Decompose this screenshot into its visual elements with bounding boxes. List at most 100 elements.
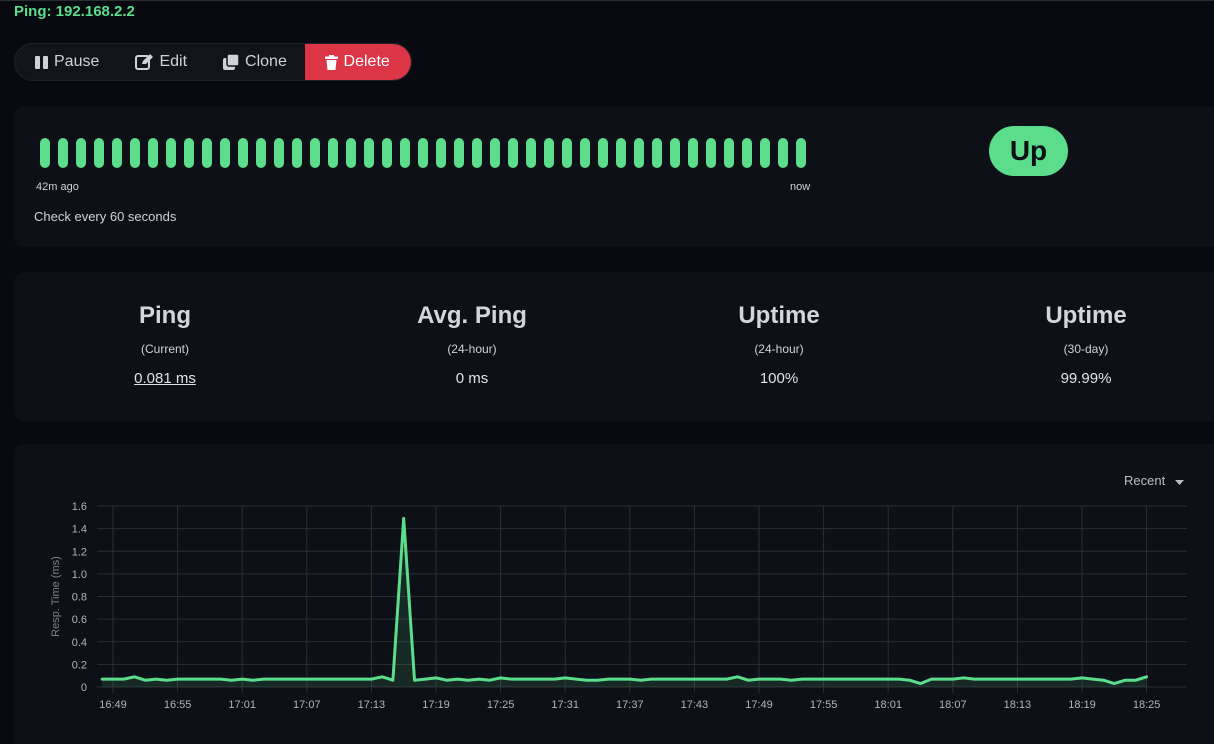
heartbeat-beat[interactable] — [634, 138, 644, 168]
heartbeat-beat[interactable] — [202, 138, 212, 168]
x-tick-label: 18:01 — [874, 699, 902, 711]
stat-value-link[interactable]: 0.081 ms — [134, 370, 196, 387]
stat-uptime-30d: Uptime (30-day) 99.99% — [966, 302, 1206, 387]
clone-button[interactable]: Clone — [205, 44, 304, 80]
heartbeat-beat[interactable] — [544, 138, 554, 168]
heartbeat-beat[interactable] — [220, 138, 230, 168]
series-line — [100, 516, 1149, 686]
heartbeat-beat[interactable] — [490, 138, 500, 168]
x-tick-label: 18:25 — [1133, 699, 1161, 711]
pause-icon — [35, 55, 48, 69]
stat-value: 100% — [759, 370, 799, 387]
heartbeat-beat[interactable] — [274, 138, 284, 168]
heartbeat-beat[interactable] — [652, 138, 662, 168]
series-area — [102, 518, 1147, 687]
heartbeat-beat[interactable] — [94, 138, 104, 168]
x-tick-label: 16:49 — [99, 699, 127, 711]
x-tick-label: 17:25 — [487, 699, 515, 711]
pause-button[interactable]: Pause — [15, 44, 117, 80]
heartbeat-beat[interactable] — [760, 138, 770, 168]
y-tick-label: 0.8 — [72, 592, 87, 604]
heartbeat-bar — [40, 138, 806, 168]
heartbeat-beat[interactable] — [580, 138, 590, 168]
heartbeat-beat[interactable] — [688, 138, 698, 168]
heartbeat-beat[interactable] — [616, 138, 626, 168]
y-tick-label: 0.6 — [72, 614, 87, 626]
y-tick-label: 1.0 — [72, 569, 87, 581]
heartbeat-beat[interactable] — [724, 138, 734, 168]
heartbeat-beat[interactable] — [130, 138, 140, 168]
x-tick-label: 18:19 — [1068, 699, 1096, 711]
response-time-chart: 0 0.2 0.4 0.6 0.8 1.0 1.2 1.4 1.6 16:49 16:55 17:01… — [50, 501, 1187, 711]
edit-icon — [135, 54, 154, 70]
delete-button[interactable]: Delete — [304, 44, 411, 80]
heartbeat-beat[interactable] — [166, 138, 176, 168]
heartbeat-beat[interactable] — [328, 138, 338, 168]
top-divider — [0, 0, 1214, 1]
heartbeat-beat[interactable] — [742, 138, 752, 168]
heartbeat-beat[interactable] — [400, 138, 410, 168]
x-tick-label: 17:13 — [358, 699, 386, 711]
stat-title: Uptime — [1045, 302, 1127, 329]
stat-current-ping: Ping (Current) 0.081 ms — [45, 302, 285, 387]
heartbeat-beat[interactable] — [292, 138, 302, 168]
heartbeat-start-label: 42m ago — [36, 181, 79, 193]
heartbeat-beat[interactable] — [418, 138, 428, 168]
stat-subtitle: (24-hour) — [447, 342, 497, 356]
status-badge: Up — [989, 126, 1068, 176]
x-tick-label: 17:49 — [745, 699, 773, 711]
x-tick-label: 17:43 — [681, 699, 709, 711]
chart-panel: Recent — [14, 444, 1214, 744]
y-tick-label: 0.4 — [72, 637, 87, 649]
stat-avg-ping: Avg. Ping (24-hour) 0 ms — [352, 302, 592, 387]
clone-label: Clone — [245, 53, 287, 70]
delete-label: Delete — [343, 53, 390, 70]
heartbeat-beat[interactable] — [58, 138, 68, 168]
x-tick-label: 17:55 — [810, 699, 838, 711]
heartbeat-beat[interactable] — [778, 138, 788, 168]
edit-button[interactable]: Edit — [117, 44, 205, 80]
heartbeat-beat[interactable] — [454, 138, 464, 168]
heartbeat-beat[interactable] — [76, 138, 86, 168]
heartbeat-beat[interactable] — [112, 138, 122, 168]
heartbeat-beat[interactable] — [508, 138, 518, 168]
x-tick-label: 17:07 — [293, 699, 321, 711]
stat-value: 0 ms — [455, 370, 489, 387]
heartbeat-panel: 42m ago now Check every 60 seconds Up — [14, 106, 1214, 247]
y-tick-label: 0.2 — [72, 659, 87, 671]
period-dropdown[interactable]: Recent — [1124, 473, 1185, 488]
pause-label: Pause — [54, 53, 100, 70]
x-tick-label: 17:01 — [228, 699, 256, 711]
stat-title: Uptime — [738, 302, 820, 329]
y-tick-label: 0 — [81, 682, 87, 694]
heartbeat-beat[interactable] — [346, 138, 356, 168]
stats-panel: Ping (Current) 0.081 ms Avg. Ping (24-ho… — [14, 272, 1214, 421]
heartbeat-beat[interactable] — [40, 138, 50, 168]
heartbeat-beat[interactable] — [310, 138, 320, 168]
caret-down-icon — [1175, 473, 1185, 488]
stat-value: 99.99% — [1060, 370, 1112, 387]
stat-subtitle: (24-hour) — [754, 342, 804, 356]
clone-icon — [223, 54, 240, 70]
heartbeat-beat[interactable] — [670, 138, 680, 168]
heartbeat-beat[interactable] — [238, 138, 248, 168]
heartbeat-beat[interactable] — [148, 138, 158, 168]
heartbeat-beat[interactable] — [364, 138, 374, 168]
heartbeat-beat[interactable] — [526, 138, 536, 168]
stat-title: Ping — [139, 302, 191, 329]
heartbeat-beat[interactable] — [706, 138, 716, 168]
heartbeat-beat[interactable] — [184, 138, 194, 168]
action-button-group: Pause Edit Clone Delete — [14, 43, 412, 81]
heartbeat-beat[interactable] — [796, 138, 806, 168]
heartbeat-beat[interactable] — [436, 138, 446, 168]
heartbeat-beat[interactable] — [598, 138, 608, 168]
heartbeat-beat[interactable] — [562, 138, 572, 168]
stat-title: Avg. Ping — [417, 302, 527, 329]
x-tick-label: 18:07 — [939, 699, 967, 711]
heartbeat-beat[interactable] — [382, 138, 392, 168]
heartbeat-beat[interactable] — [256, 138, 266, 168]
stat-uptime-24h: Uptime (24-hour) 100% — [659, 302, 899, 387]
heartbeat-beat[interactable] — [472, 138, 482, 168]
heartbeat-end-label: now — [790, 181, 811, 193]
x-tick-label: 17:31 — [551, 699, 579, 711]
